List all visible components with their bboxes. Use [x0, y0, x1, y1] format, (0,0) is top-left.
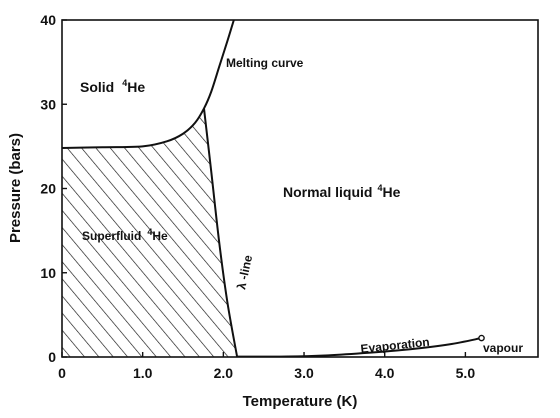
lambda-line [202, 108, 239, 357]
y-tick-label: 30 [40, 96, 56, 112]
x-tick-label: 0 [58, 365, 66, 381]
x-tick-label: 1.0 [133, 365, 153, 381]
melting-curve-line [62, 20, 235, 150]
y-axis-title: Pressure (bars) [7, 133, 24, 243]
evaporation-label: Evaporation [360, 335, 430, 356]
evaporation-curve-line [237, 337, 482, 357]
y-tick-label: 10 [40, 265, 56, 281]
lambda-line-label: λ -line [234, 253, 255, 290]
y-tick-label: 0 [48, 349, 56, 365]
critical-point-marker [478, 334, 485, 342]
x-tick-label: 4.0 [375, 365, 395, 381]
x-tick-label: 3.0 [294, 365, 314, 381]
normal-liquid-region-label: Normal liquid 4He [283, 183, 401, 200]
x-axis-title: Temperature (K) [243, 393, 358, 410]
melting-curve-label: Melting curve [226, 56, 304, 70]
y-tick-label: 40 [40, 12, 56, 28]
superfluid-region-label: Superfluid 4He [82, 227, 168, 243]
vapour-label: vapour [483, 341, 523, 355]
x-tick-label: 2.0 [214, 365, 234, 381]
superfluid-region [62, 108, 238, 357]
y-tick-label: 20 [40, 181, 56, 197]
solid-region-label: Solid 4He [80, 78, 145, 95]
x-tick-label: 5.0 [456, 365, 476, 381]
